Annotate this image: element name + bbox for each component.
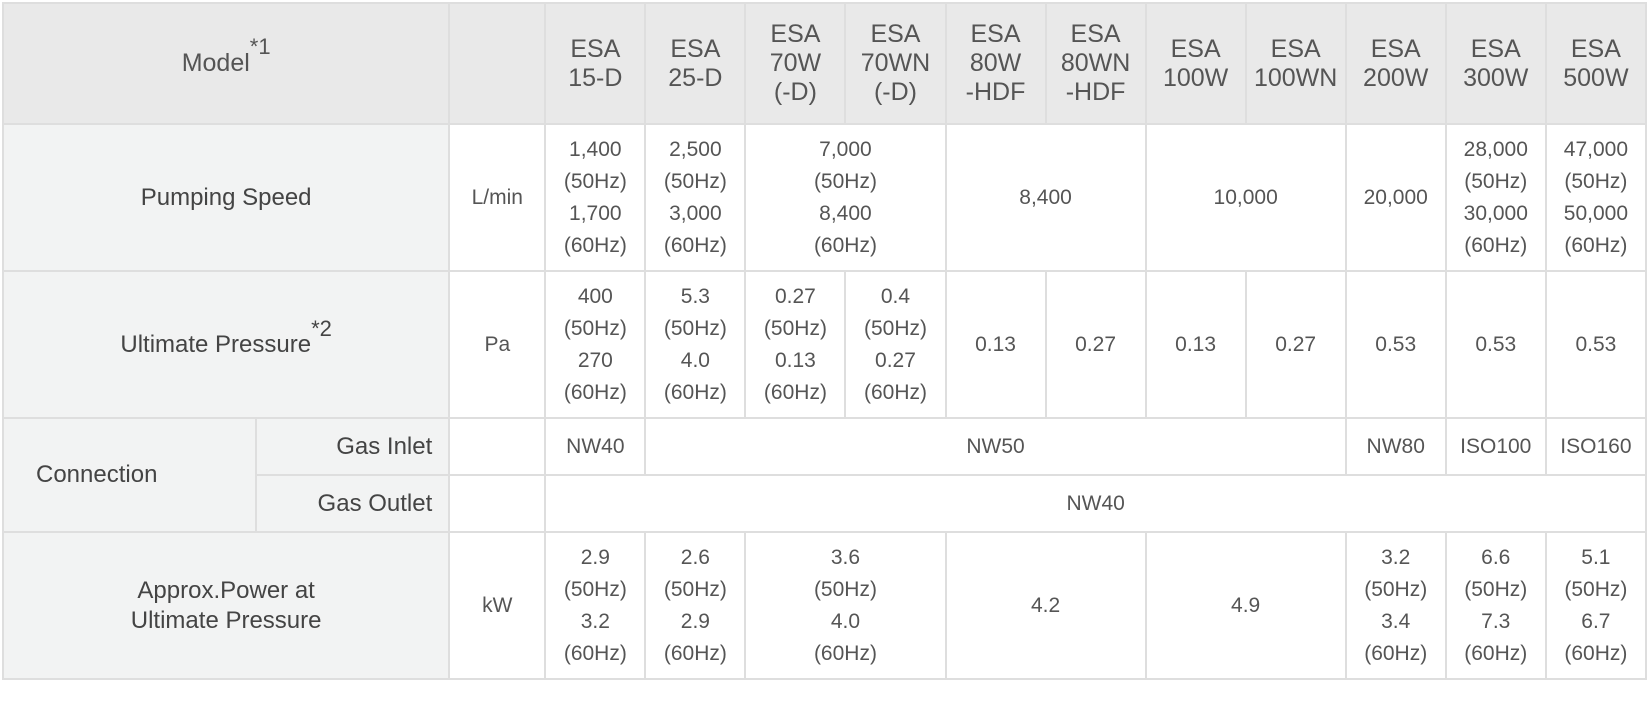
ultimate-pressure-label-cell: Ultimate Pressure*2 <box>1 270 451 419</box>
model-header-label: Model <box>181 49 250 77</box>
ultimate-pressure-unit: Pa <box>448 270 547 419</box>
ultimate-pressure-esa100wn: 0.27 <box>1244 270 1347 419</box>
ultimate-pressure-esa100w: 0.13 <box>1144 270 1247 419</box>
gas-inlet-label: Gas Inlet <box>255 417 451 476</box>
pumping-speed-label: Pumping Speed <box>1 123 451 272</box>
gas-inlet-esa300w: ISO100 <box>1444 417 1547 476</box>
ultimate-pressure-esa500w: 0.53 <box>1544 270 1647 419</box>
power-row: Approx.Power at Ultimate Pressure kW 2.9… <box>1 531 1647 680</box>
model-footnote: *1 <box>249 34 271 59</box>
pumping-speed-esa15d: 1,400 (50Hz) 1,700 (60Hz) <box>544 123 647 272</box>
model-esa70w: ESA 70W (-D) <box>744 2 847 125</box>
connection-label: Connection <box>1 417 258 533</box>
power-esa15d: 2.9 (50Hz) 3.2 (60Hz) <box>544 531 647 680</box>
model-esa200w: ESA 200W <box>1344 2 1447 125</box>
header-row: Model*1 ESA 15-D ESA 25-D ESA 70W (-D) E… <box>1 2 1647 125</box>
ultimate-pressure-esa300w: 0.53 <box>1444 270 1547 419</box>
gas-inlet-nw50: NW50 <box>644 417 1347 476</box>
gas-inlet-unit <box>448 417 547 476</box>
ultimate-pressure-label: Ultimate Pressure <box>120 330 312 358</box>
pumping-speed-esa300w: 28,000 (50Hz) 30,000 (60Hz) <box>1444 123 1547 272</box>
model-esa300w: ESA 300W <box>1444 2 1547 125</box>
ultimate-pressure-row: Ultimate Pressure*2 Pa 400 (50Hz) 270 (6… <box>1 270 1647 419</box>
ultimate-pressure-esa70wn: 0.4 (50Hz) 0.27 (60Hz) <box>844 270 947 419</box>
power-esa300w: 6.6 (50Hz) 7.3 (60Hz) <box>1444 531 1547 680</box>
power-esa70: 3.6 (50Hz) 4.0 (60Hz) <box>744 531 947 680</box>
pumping-speed-esa70: 7,000 (50Hz) 8,400 (60Hz) <box>744 123 947 272</box>
power-esa200w: 3.2 (50Hz) 3.4 (60Hz) <box>1344 531 1447 680</box>
gas-outlet-row: Gas Outlet NW40 <box>3 474 1647 533</box>
model-esa70wn: ESA 70WN (-D) <box>844 2 947 125</box>
gas-inlet-row: Connection Gas Inlet NW40 NW50 NW80 ISO1… <box>1 417 1647 533</box>
ultimate-pressure-esa80w: 0.13 <box>944 270 1047 419</box>
model-header: Model*1 <box>1 2 451 125</box>
pumping-speed-esa25d: 2,500 (50Hz) 3,000 (60Hz) <box>644 123 747 272</box>
ultimate-pressure-esa200w: 0.53 <box>1344 270 1447 419</box>
power-esa100: 4.9 <box>1144 531 1347 680</box>
pumping-speed-unit: L/min <box>448 123 547 272</box>
power-esa80: 4.2 <box>944 531 1147 680</box>
spec-table: Model*1 ESA 15-D ESA 25-D ESA 70W (-D) E… <box>1 2 1647 680</box>
ultimate-pressure-esa15d: 400 (50Hz) 270 (60Hz) <box>544 270 647 419</box>
model-esa100wn: ESA 100WN <box>1244 2 1347 125</box>
power-label: Approx.Power at Ultimate Pressure <box>1 531 451 680</box>
model-esa500w: ESA 500W <box>1544 2 1647 125</box>
model-esa100w: ESA 100W <box>1144 2 1247 125</box>
unit-header <box>448 2 547 125</box>
ultimate-pressure-footnote: *2 <box>311 315 332 341</box>
gas-outlet-all: NW40 <box>544 474 1647 533</box>
power-unit: kW <box>448 531 547 680</box>
pumping-speed-esa100: 10,000 <box>1144 123 1347 272</box>
model-esa80wn: ESA 80WN -HDF <box>1044 2 1147 125</box>
ultimate-pressure-esa80wn: 0.27 <box>1044 270 1147 419</box>
ultimate-pressure-esa25d: 5.3 (50Hz) 4.0 (60Hz) <box>644 270 747 419</box>
model-esa15d: ESA 15-D <box>544 2 647 125</box>
power-esa500w: 5.1 (50Hz) 6.7 (60Hz) <box>1544 531 1647 680</box>
pumping-speed-row: Pumping Speed L/min 1,400 (50Hz) 1,700 (… <box>1 123 1647 272</box>
pumping-speed-esa80: 8,400 <box>944 123 1147 272</box>
gas-inlet-esa500w: ISO160 <box>1544 417 1647 476</box>
model-esa80w: ESA 80W -HDF <box>944 2 1047 125</box>
power-esa25d: 2.6 (50Hz) 2.9 (60Hz) <box>644 531 747 680</box>
pumping-speed-esa200w: 20,000 <box>1344 123 1447 272</box>
ultimate-pressure-esa70w: 0.27 (50Hz) 0.13 (60Hz) <box>744 270 847 419</box>
model-esa25d: ESA 25-D <box>644 2 747 125</box>
gas-inlet-esa200w: NW80 <box>1344 417 1447 476</box>
gas-inlet-esa15d: NW40 <box>544 417 647 476</box>
pumping-speed-esa500w: 47,000 (50Hz) 50,000 (60Hz) <box>1544 123 1647 272</box>
gas-outlet-label: Gas Outlet <box>255 474 451 533</box>
gas-outlet-unit <box>448 474 547 533</box>
